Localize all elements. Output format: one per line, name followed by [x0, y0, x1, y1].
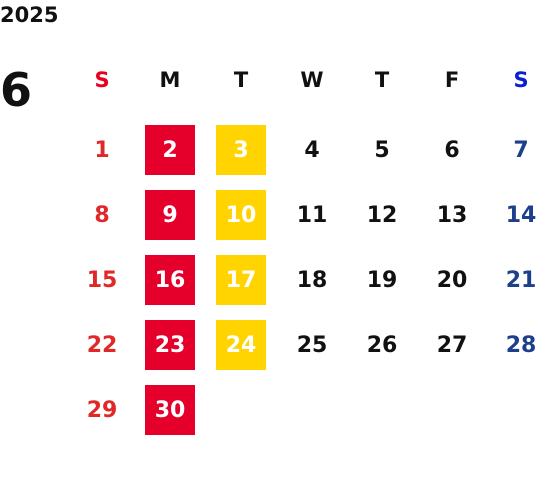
day-cell: 14 — [505, 202, 537, 228]
day-cell: 27 — [436, 332, 468, 358]
day-cell: 24 — [216, 320, 266, 370]
day-cell: 17 — [216, 255, 266, 305]
day-cell: 25 — [296, 332, 328, 358]
day-cell: 29 — [86, 397, 118, 423]
day-cell: 5 — [374, 137, 390, 163]
day-cell: 23 — [145, 320, 195, 370]
day-cell: 16 — [145, 255, 195, 305]
day-cell: 18 — [296, 267, 328, 293]
day-cell: 7 — [513, 137, 529, 163]
day-cell: 22 — [86, 332, 118, 358]
day-cell: 10 — [216, 190, 266, 240]
day-cell: 11 — [296, 202, 328, 228]
day-cell: 4 — [304, 137, 320, 163]
day-cell: 3 — [216, 125, 266, 175]
weekday-label: T — [233, 68, 249, 92]
weekday-label: M — [159, 68, 181, 92]
weekday-label: F — [444, 68, 460, 92]
day-cell: 2 — [145, 125, 195, 175]
day-cell: 12 — [366, 202, 398, 228]
day-cell: 26 — [366, 332, 398, 358]
day-cell: 19 — [366, 267, 398, 293]
day-cell: 8 — [94, 202, 110, 228]
day-cell: 21 — [505, 267, 537, 293]
weekday-label: W — [300, 68, 324, 92]
weekday-label: S — [513, 68, 529, 92]
weekday-label: T — [374, 68, 390, 92]
day-cell: 1 — [94, 137, 110, 163]
year: 2025 — [0, 3, 59, 27]
weekday-label: S — [94, 68, 110, 92]
day-cell: 13 — [436, 202, 468, 228]
day-cell: 15 — [86, 267, 118, 293]
day-cell: 30 — [145, 385, 195, 435]
day-cell: 9 — [145, 190, 195, 240]
month: 6 — [0, 63, 33, 117]
day-cell: 6 — [444, 137, 460, 163]
day-cell: 20 — [436, 267, 468, 293]
day-cell: 28 — [505, 332, 537, 358]
